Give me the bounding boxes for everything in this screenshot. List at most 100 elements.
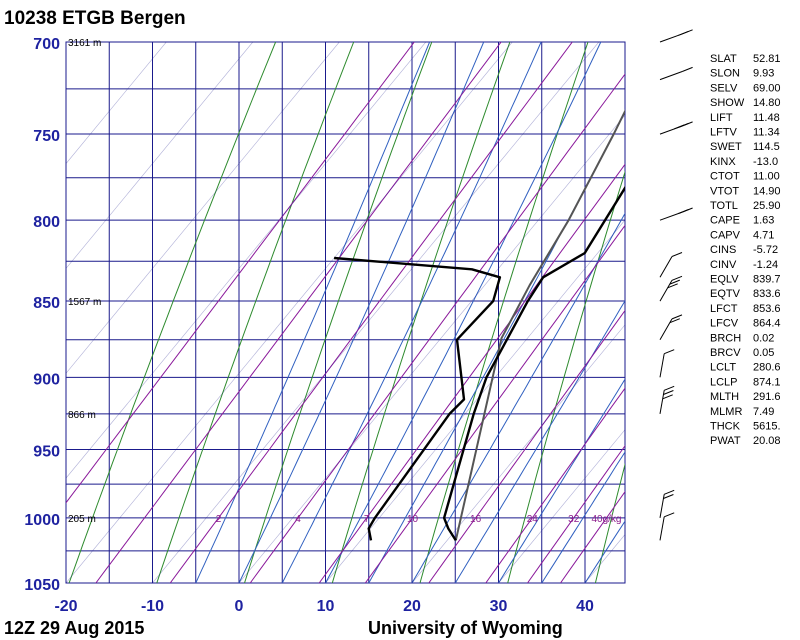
mixing-ratio-label: 10: [407, 514, 419, 525]
index-label: LFCT: [710, 303, 738, 315]
index-value: 291.6: [753, 391, 781, 403]
index-value: 11.34: [753, 127, 780, 139]
mixing-ratio-label: 32: [568, 514, 580, 525]
index-value: 864.4: [753, 318, 781, 330]
temperature-tick-label: -20: [54, 598, 77, 615]
index-label: CAPV: [710, 229, 741, 241]
index-value: 839.7: [753, 274, 781, 286]
index-label: SLON: [710, 68, 740, 80]
index-value: 5615.: [753, 421, 781, 433]
temperature-tick-label: 10: [317, 598, 335, 615]
index-label: THCK: [710, 421, 741, 433]
wind-barb: [659, 66, 693, 81]
index-label: LCLT: [710, 362, 736, 374]
mixing-ratio-label: 4: [295, 514, 301, 525]
moist-adiabat: [541, 451, 625, 583]
mixing-ratio-label: 16: [470, 514, 482, 525]
parcel-path: [454, 109, 625, 541]
pressure-tick-label: 950: [33, 443, 60, 460]
barb-feather: [671, 275, 683, 281]
index-value: 874.1: [753, 376, 781, 388]
wind-barb: [659, 275, 683, 302]
axis-labels: 700 750 800 850 900 950 1000 1050 -20 -10 0 10 20 30 4…: [24, 36, 621, 615]
barb-feather: [671, 314, 683, 320]
barb-shaft: [659, 494, 665, 518]
isotherms: [66, 42, 625, 583]
skewed-isotherm: [66, 42, 167, 165]
barb-feather: [669, 279, 680, 285]
index-label: MLMR: [710, 406, 742, 418]
barb-feather: [669, 318, 680, 324]
sounding-profiles: [334, 109, 625, 542]
index-label: VTOT: [710, 185, 739, 197]
index-label: EQLV: [710, 274, 739, 286]
pressure-tick-label: 700: [33, 36, 60, 53]
temperature-tick-label: 40: [576, 598, 594, 615]
dry-adiabat: [507, 170, 625, 583]
barb-feather: [664, 489, 675, 495]
wind-barb: [659, 121, 693, 135]
wind-barb: [659, 29, 693, 43]
barb-shaft: [659, 256, 673, 278]
mixing-ratio-lines: [66, 42, 625, 583]
index-label: LFCV: [710, 318, 739, 330]
index-value: 52.81: [753, 53, 781, 65]
index-value: 14.90: [753, 185, 781, 197]
index-label: SLAT: [710, 53, 737, 65]
mixing-ratio-label: 2: [216, 514, 222, 525]
index-value: 833.6: [753, 288, 781, 300]
index-label: SWET: [710, 141, 742, 153]
mixing-ratio-label: 40g/kg: [591, 514, 621, 525]
height-label: 3161 m: [68, 38, 101, 49]
index-value: 1.63: [753, 215, 774, 227]
footer-source: University of Wyoming: [368, 618, 563, 638]
wind-barb: [659, 207, 693, 221]
pressure-tick-label: 850: [33, 295, 60, 312]
pressure-tick-label: 800: [33, 214, 60, 231]
temperature-line: [334, 256, 502, 541]
stability-indices: SLAT 52.81 SLON 9.93 SELV 69.00 SHOW 14.80 LIFT 1…: [710, 53, 781, 447]
skewed-isotherm: [325, 219, 625, 583]
mixing-ratio-line: [169, 42, 573, 583]
pressure-tick-label: 1000: [24, 512, 60, 529]
index-value: 0.05: [753, 347, 774, 359]
skewed-isotherm: [66, 42, 513, 583]
index-value: 853.6: [753, 303, 781, 315]
height-label: 205 m: [68, 514, 96, 525]
skewed-isotherm: [498, 429, 625, 583]
dry-adiabat: [683, 42, 800, 583]
wind-barb: [659, 252, 683, 278]
dry-adiabat: [156, 42, 355, 583]
barb-feather: [678, 30, 689, 36]
barb-feather: [671, 252, 683, 257]
moist-adiabat: [325, 42, 602, 583]
plot-frame: [65, 41, 626, 584]
station-title: 10238 ETGB Bergen: [4, 8, 186, 29]
moist-adiabat: [498, 378, 625, 583]
pressure-tick-label: 750: [33, 128, 60, 145]
mixing-ratio-line: [560, 490, 625, 583]
index-value: 11.00: [753, 171, 780, 183]
barb-feather: [662, 394, 673, 400]
barb-shaft: [659, 516, 665, 541]
mixing-ratio-line: [364, 224, 625, 583]
wind-barb: [659, 512, 675, 541]
barb-shaft: [659, 390, 665, 414]
index-value: -13.0: [753, 156, 778, 168]
pressure-tick-label: 1050: [24, 577, 60, 594]
pressure-gridlines: [65, 41, 626, 584]
index-label: SHOW: [710, 97, 745, 109]
index-label: MLTH: [710, 391, 739, 403]
mixing-ratio-label: 24: [527, 514, 539, 525]
wind-barb: [659, 489, 675, 518]
index-label: BRCH: [710, 332, 741, 344]
index-value: 280.6: [753, 362, 781, 374]
height-label: 1567 m: [68, 297, 101, 308]
dry-adiabat: [68, 42, 277, 583]
index-label: KINX: [710, 156, 736, 168]
mixing-ratio-line: [485, 387, 625, 583]
wind-barb: [659, 385, 675, 414]
wind-barb: [659, 349, 675, 378]
skewed-isotherm: [66, 42, 427, 479]
